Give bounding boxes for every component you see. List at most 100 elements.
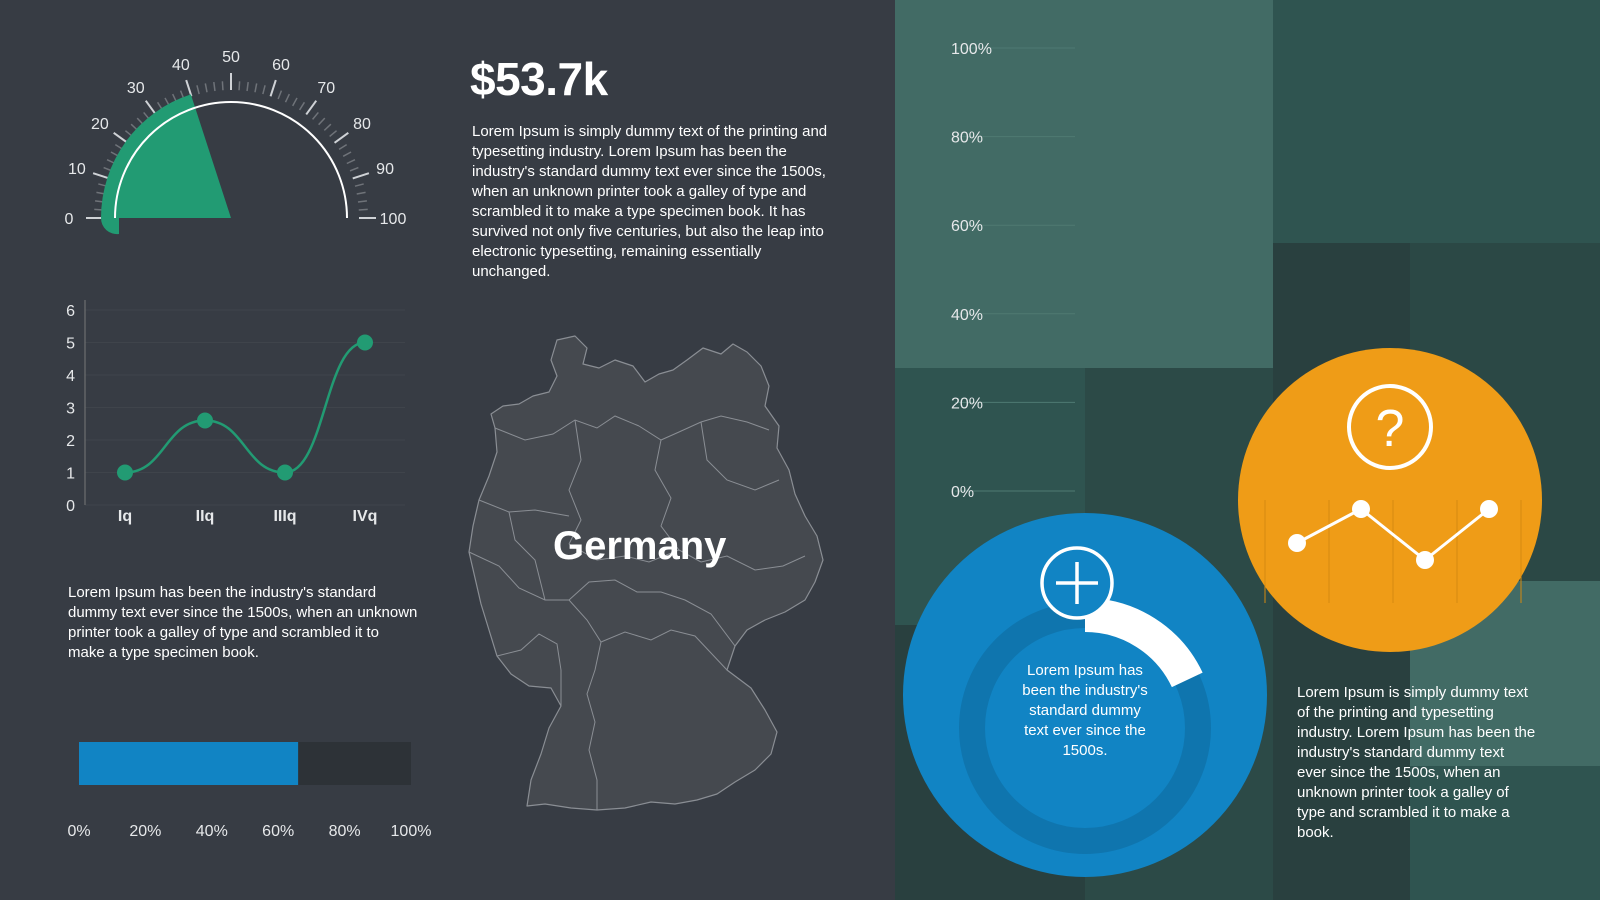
gauge-fill [100,94,231,235]
y-tick-label: 60% [951,218,983,235]
y-tick-label: 100% [951,41,992,58]
y-tick-label: 80% [951,130,983,147]
headline-text: Lorem Ipsum is simply dummy text of the … [472,123,828,280]
gauge-tick [221,81,224,91]
left-description: Lorem Ipsum has been the industry's stan… [68,584,418,661]
x-tick-label: 80% [329,823,361,840]
gauge-tick [262,85,266,95]
y-tick-label: 2 [66,433,75,450]
gauge-tick [204,83,208,93]
gauge-chart: 0 10 20 30 40 50 60 70 80 90 100 [65,49,407,235]
orange-circle-bg [1238,348,1542,652]
gauge-tick [329,130,338,137]
gauge-tick-label: 80 [353,116,371,133]
gauge-tick [356,191,366,195]
germany-map [468,335,824,811]
question-icon: ? [1347,384,1433,470]
gauge-tick [358,208,368,211]
y-tick-label: 40% [951,307,983,324]
gauge-tick [342,151,352,157]
x-tick-label: 60% [262,823,294,840]
blue-circle-text: Lorem Ipsum has been the industry's stan… [1022,662,1148,759]
gauge-tick-label: 60 [272,57,290,74]
data-point [1288,534,1306,552]
data-point [1416,551,1434,569]
x-tick-label: 40% [196,823,228,840]
data-point [117,464,133,481]
map-label: Germany [553,524,727,568]
germany-outline [468,335,824,811]
x-tick-label: IIIq [273,508,296,525]
gauge-tick-label: 100 [380,211,407,228]
gauge-tick [323,123,332,131]
x-tick-label: Iq [118,508,132,525]
series-line [124,341,366,474]
y-tick-label: 0% [951,484,974,501]
gauge-tick [305,100,318,116]
treemap-block [895,0,1273,368]
progress-bar-chart: 0% 20% 40% 60% 80% 100% [67,742,432,840]
plus-icon [1040,546,1114,620]
gauge-tick-label: 90 [376,161,394,178]
x-tick-label: 100% [391,823,432,840]
svg-text:?: ? [1376,400,1405,458]
gauge-tick [338,143,348,151]
state-borders [468,415,806,810]
y-tick-label: 4 [66,368,75,385]
gauge-tick [269,79,277,97]
gauge-tick [357,200,368,203]
gauge-tick [254,83,258,93]
x-tick-label: IIq [196,508,215,525]
blue-ring-progress [1084,598,1203,688]
gauge-tick [349,166,359,172]
bar-fill [79,742,299,785]
gauge-tick [352,172,370,180]
y-tick-label: 20% [951,395,983,412]
gauge-tick-label: 40 [172,57,190,74]
right-description: Lorem Ipsum is simply dummy text of the … [1297,684,1536,841]
gauge-tick [246,81,249,92]
headline-value: $53.7k [470,53,608,105]
gauge-tick [318,117,326,126]
gauge-tick [92,172,110,180]
x-tick-label: 20% [129,823,161,840]
orange-series-line [1296,507,1490,562]
gauge-tick [277,90,283,100]
gauge-tick [213,81,216,92]
y-tick-label: 3 [66,401,75,418]
right-axis: 100% 80% 60% 40% 20% 0% [951,41,1075,501]
gauge-tick [185,79,193,97]
blue-circle [903,513,1267,877]
gauge-tick [346,158,356,165]
gauge-tick-label: 50 [222,49,240,66]
data-point [1352,500,1370,518]
data-point [357,334,373,351]
gauge-tick [354,183,364,187]
y-tick-label: 6 [66,303,75,320]
gauge-tick-label: 30 [127,80,145,97]
gauge-tick [284,93,291,103]
gauge-tick-label: 0 [65,211,74,228]
x-tick-label: 0% [67,823,90,840]
gauge-tick [144,100,157,116]
data-point [277,464,293,481]
gauge-tick [333,131,349,144]
gauge-tick [298,101,306,111]
orange-circle: ? [1238,348,1542,652]
y-tick-label: 5 [66,336,75,353]
gauge-tick [312,111,319,120]
gauge-arc [114,101,348,219]
treemap-block [1273,0,1600,243]
gauge-tick [196,85,200,95]
data-point [197,412,213,429]
x-tick-label: IVq [353,508,378,525]
gauge-tick-label: 70 [317,80,335,97]
gauge-tick-label: 10 [68,161,86,178]
gauge-tick [113,131,129,144]
y-tick-label: 1 [66,466,75,483]
data-point [1480,500,1498,518]
treemap-block [1410,766,1600,900]
gauge-tick [238,81,241,91]
y-tick-label: 0 [66,498,75,515]
line-chart: 0 1 2 3 4 5 6 Iq IIq IIIq IVq [66,300,405,525]
